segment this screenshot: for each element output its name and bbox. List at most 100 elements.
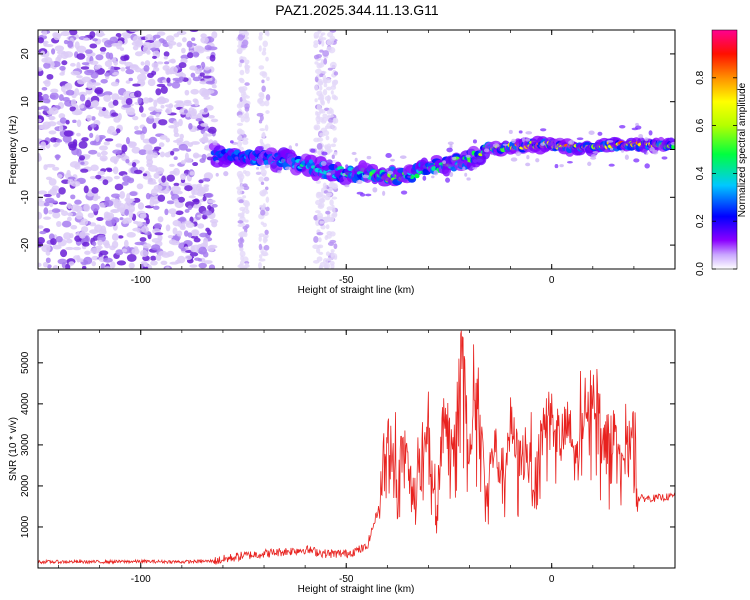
noise-blob <box>207 199 216 204</box>
noise-blob <box>140 132 145 141</box>
noise-blob <box>199 80 208 85</box>
noise-blob <box>103 94 112 102</box>
noise-blob <box>265 56 269 62</box>
signal-scatter <box>492 143 500 148</box>
noise-blob <box>126 232 136 238</box>
noise-blob <box>200 122 209 127</box>
noise-blob <box>113 60 118 66</box>
noise-blob <box>59 72 65 76</box>
signal-scatter <box>258 145 264 151</box>
signal-scatter <box>493 151 497 156</box>
noise-blob <box>202 177 211 182</box>
noise-blob <box>41 244 51 248</box>
noise-blob <box>239 97 243 103</box>
noise-blob <box>322 113 328 119</box>
noise-blob <box>199 158 206 163</box>
noise-blob <box>100 150 108 156</box>
noise-blob <box>149 111 158 116</box>
noise-blob <box>48 178 57 186</box>
noise-blob <box>242 195 247 199</box>
noise-blob <box>190 245 196 252</box>
noise-blob <box>173 33 180 38</box>
noise-blob <box>140 61 145 66</box>
noise-blob <box>143 144 153 152</box>
noise-blob <box>87 212 95 218</box>
noise-blob <box>86 114 93 122</box>
noise-blob <box>83 203 91 212</box>
signal-scatter <box>449 171 454 177</box>
noise-blob <box>78 231 86 239</box>
signal-scatter <box>400 190 408 195</box>
noise-blob <box>172 227 178 235</box>
noise-blob <box>121 181 129 186</box>
noise-blob <box>74 41 80 50</box>
noise-blob <box>209 54 216 62</box>
noise-blob <box>109 130 117 136</box>
noise-blob <box>241 100 245 108</box>
noise-blob <box>86 81 94 89</box>
snr-ytick-label: 2000 <box>20 474 31 497</box>
noise-blob <box>70 99 77 107</box>
noise-blob <box>119 217 124 221</box>
signal-scatter <box>540 142 546 146</box>
noise-blob <box>142 243 152 249</box>
colorbar-tick-label: 0.8 <box>695 70 706 84</box>
noise-blob <box>167 235 174 239</box>
noise-blob <box>265 94 271 101</box>
noise-blob <box>91 261 97 267</box>
noise-blob <box>263 244 270 251</box>
noise-blob <box>199 232 209 238</box>
signal-scatter <box>535 158 540 163</box>
noise-blob <box>70 62 76 67</box>
noise-blob <box>320 33 324 37</box>
signal-scatter <box>540 128 547 132</box>
noise-blob <box>43 202 50 207</box>
noise-blob <box>83 185 89 194</box>
noise-blob <box>236 140 243 148</box>
snr-xtick-label: -50 <box>339 574 354 585</box>
signal-scatter <box>215 160 220 163</box>
noise-blob <box>313 31 320 39</box>
snr-ytick-label: 3000 <box>20 433 31 456</box>
noise-blob <box>108 125 116 132</box>
noise-blob <box>189 252 199 257</box>
noise-blob <box>192 230 199 237</box>
noise-blob <box>203 66 211 71</box>
noise-blob <box>51 208 61 213</box>
noise-blob <box>152 66 160 72</box>
noise-blob <box>327 67 333 71</box>
noise-blob <box>239 231 247 237</box>
signal-scatter <box>515 151 522 157</box>
snr-ytick-label: 1000 <box>20 515 31 538</box>
noise-blob <box>125 80 131 84</box>
noise-blob <box>104 266 112 269</box>
noise-blob <box>144 60 151 67</box>
noise-blob <box>237 34 244 41</box>
noise-blob <box>100 263 106 269</box>
noise-blob <box>139 249 149 258</box>
signal-scatter <box>295 142 299 147</box>
noise-blob <box>114 202 122 207</box>
chart-title: PAZ1.2025.344.11.13.G11 <box>275 2 439 18</box>
signal-scatter <box>624 154 629 160</box>
signal-scatter <box>284 166 292 171</box>
noise-blob <box>314 98 318 103</box>
noise-blob <box>39 124 50 130</box>
noise-blob <box>63 39 69 45</box>
noise-blob <box>263 191 269 195</box>
noise-blob <box>313 40 319 46</box>
noise-blob <box>42 40 49 45</box>
noise-blob <box>156 61 164 65</box>
signal-scatter <box>606 139 614 143</box>
noise-blob <box>47 121 57 127</box>
noise-blob <box>203 260 213 264</box>
noise-blob <box>155 113 160 118</box>
noise-blob <box>142 173 148 177</box>
signal-scatter <box>609 148 614 151</box>
noise-blob <box>124 208 129 216</box>
noise-blob <box>176 42 182 48</box>
noise-blob <box>211 203 218 208</box>
noise-blob <box>111 209 118 213</box>
noise-blob <box>94 89 103 94</box>
noise-blob <box>319 220 325 224</box>
